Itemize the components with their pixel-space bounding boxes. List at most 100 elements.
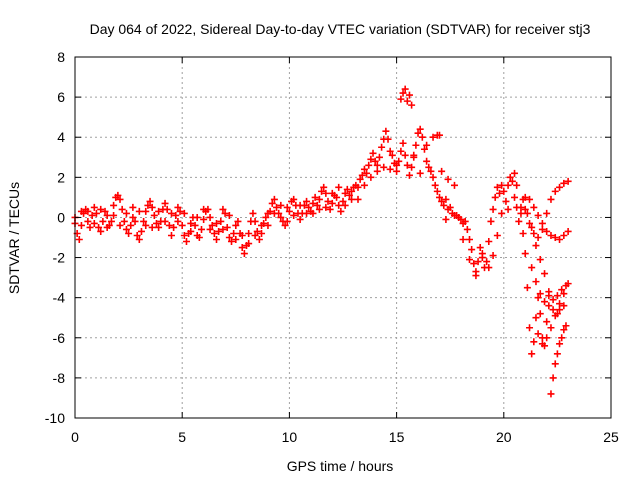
data-point bbox=[500, 187, 508, 195]
data-point bbox=[513, 181, 521, 189]
y-tick-label: -4 bbox=[53, 290, 66, 306]
data-point bbox=[551, 234, 559, 241]
data-point bbox=[178, 221, 186, 229]
data-point bbox=[538, 219, 546, 227]
data-point bbox=[564, 177, 572, 185]
data-point bbox=[140, 217, 148, 225]
data-point bbox=[296, 201, 304, 209]
y-tick-label: 2 bbox=[57, 169, 65, 185]
data-point bbox=[120, 217, 128, 225]
data-point bbox=[320, 183, 328, 191]
data-point bbox=[348, 187, 356, 195]
data-point bbox=[322, 189, 330, 197]
data-point bbox=[558, 286, 566, 294]
data-point bbox=[262, 213, 270, 221]
y-tick-label: 8 bbox=[57, 49, 65, 65]
data-point bbox=[367, 173, 375, 181]
data-point bbox=[197, 225, 205, 233]
data-point bbox=[476, 244, 484, 252]
data-point bbox=[84, 217, 92, 225]
data-point bbox=[538, 225, 546, 233]
data-point bbox=[508, 177, 516, 185]
data-point bbox=[472, 272, 480, 280]
data-point bbox=[487, 217, 495, 225]
data-point bbox=[127, 221, 135, 229]
data-point bbox=[401, 85, 409, 93]
data-point bbox=[161, 217, 169, 225]
data-point bbox=[305, 203, 313, 211]
data-point bbox=[238, 244, 246, 252]
data-point bbox=[283, 203, 291, 211]
data-point bbox=[457, 215, 465, 223]
data-point bbox=[225, 234, 233, 241]
data-point bbox=[245, 229, 253, 237]
data-point bbox=[174, 217, 182, 225]
data-point bbox=[266, 207, 274, 215]
data-point bbox=[515, 217, 523, 225]
y-tick-label: 6 bbox=[57, 89, 65, 105]
data-point bbox=[129, 213, 137, 221]
data-point bbox=[95, 223, 103, 231]
data-point bbox=[328, 199, 336, 207]
y-tick-label: 4 bbox=[57, 129, 65, 145]
data-point bbox=[502, 197, 510, 205]
data-point bbox=[414, 129, 422, 137]
data-point bbox=[107, 217, 115, 225]
data-point bbox=[75, 236, 83, 244]
data-point bbox=[523, 209, 531, 217]
data-point bbox=[101, 207, 109, 215]
data-point bbox=[416, 169, 424, 177]
data-point bbox=[131, 217, 139, 225]
data-point bbox=[251, 217, 259, 225]
data-point bbox=[281, 221, 289, 229]
data-point bbox=[328, 189, 336, 197]
data-point bbox=[343, 185, 351, 193]
data-point bbox=[519, 229, 527, 237]
x-axis-label: GPS time / hours bbox=[287, 458, 394, 474]
data-point bbox=[155, 207, 163, 215]
data-point bbox=[303, 197, 311, 205]
data-point bbox=[517, 203, 525, 211]
data-point bbox=[412, 141, 420, 149]
data-point bbox=[427, 167, 435, 175]
data-point bbox=[176, 207, 184, 215]
data-point bbox=[313, 201, 321, 209]
data-point bbox=[429, 173, 437, 181]
data-point bbox=[215, 227, 223, 235]
data-points bbox=[71, 85, 572, 398]
data-point bbox=[384, 135, 392, 143]
data-point bbox=[444, 175, 452, 183]
data-point bbox=[558, 334, 566, 342]
data-point bbox=[315, 205, 323, 213]
data-point bbox=[373, 167, 381, 175]
grid-lines bbox=[74, 56, 612, 419]
data-point bbox=[397, 95, 405, 103]
data-point bbox=[88, 211, 96, 219]
data-point bbox=[399, 89, 407, 97]
data-point bbox=[517, 209, 525, 217]
data-point bbox=[532, 278, 540, 286]
data-point bbox=[326, 205, 334, 213]
y-tick-labels: -10 -8 -6 -4 -2 0 2 4 6 8 bbox=[45, 49, 65, 426]
data-point bbox=[150, 211, 158, 219]
data-point bbox=[526, 219, 534, 227]
data-point bbox=[360, 165, 368, 173]
data-point bbox=[122, 209, 130, 217]
data-point bbox=[553, 292, 561, 300]
data-point bbox=[148, 203, 156, 211]
data-point bbox=[538, 340, 546, 348]
data-point bbox=[103, 223, 111, 231]
data-point bbox=[547, 231, 555, 239]
data-point bbox=[397, 147, 405, 155]
data-point bbox=[543, 209, 551, 217]
data-point bbox=[213, 236, 221, 244]
data-point bbox=[551, 187, 559, 195]
data-point bbox=[277, 213, 285, 221]
data-point bbox=[401, 151, 409, 159]
data-point bbox=[172, 211, 180, 219]
data-point bbox=[324, 197, 332, 205]
data-point bbox=[395, 157, 403, 165]
data-point bbox=[498, 181, 506, 189]
data-point bbox=[311, 193, 319, 201]
